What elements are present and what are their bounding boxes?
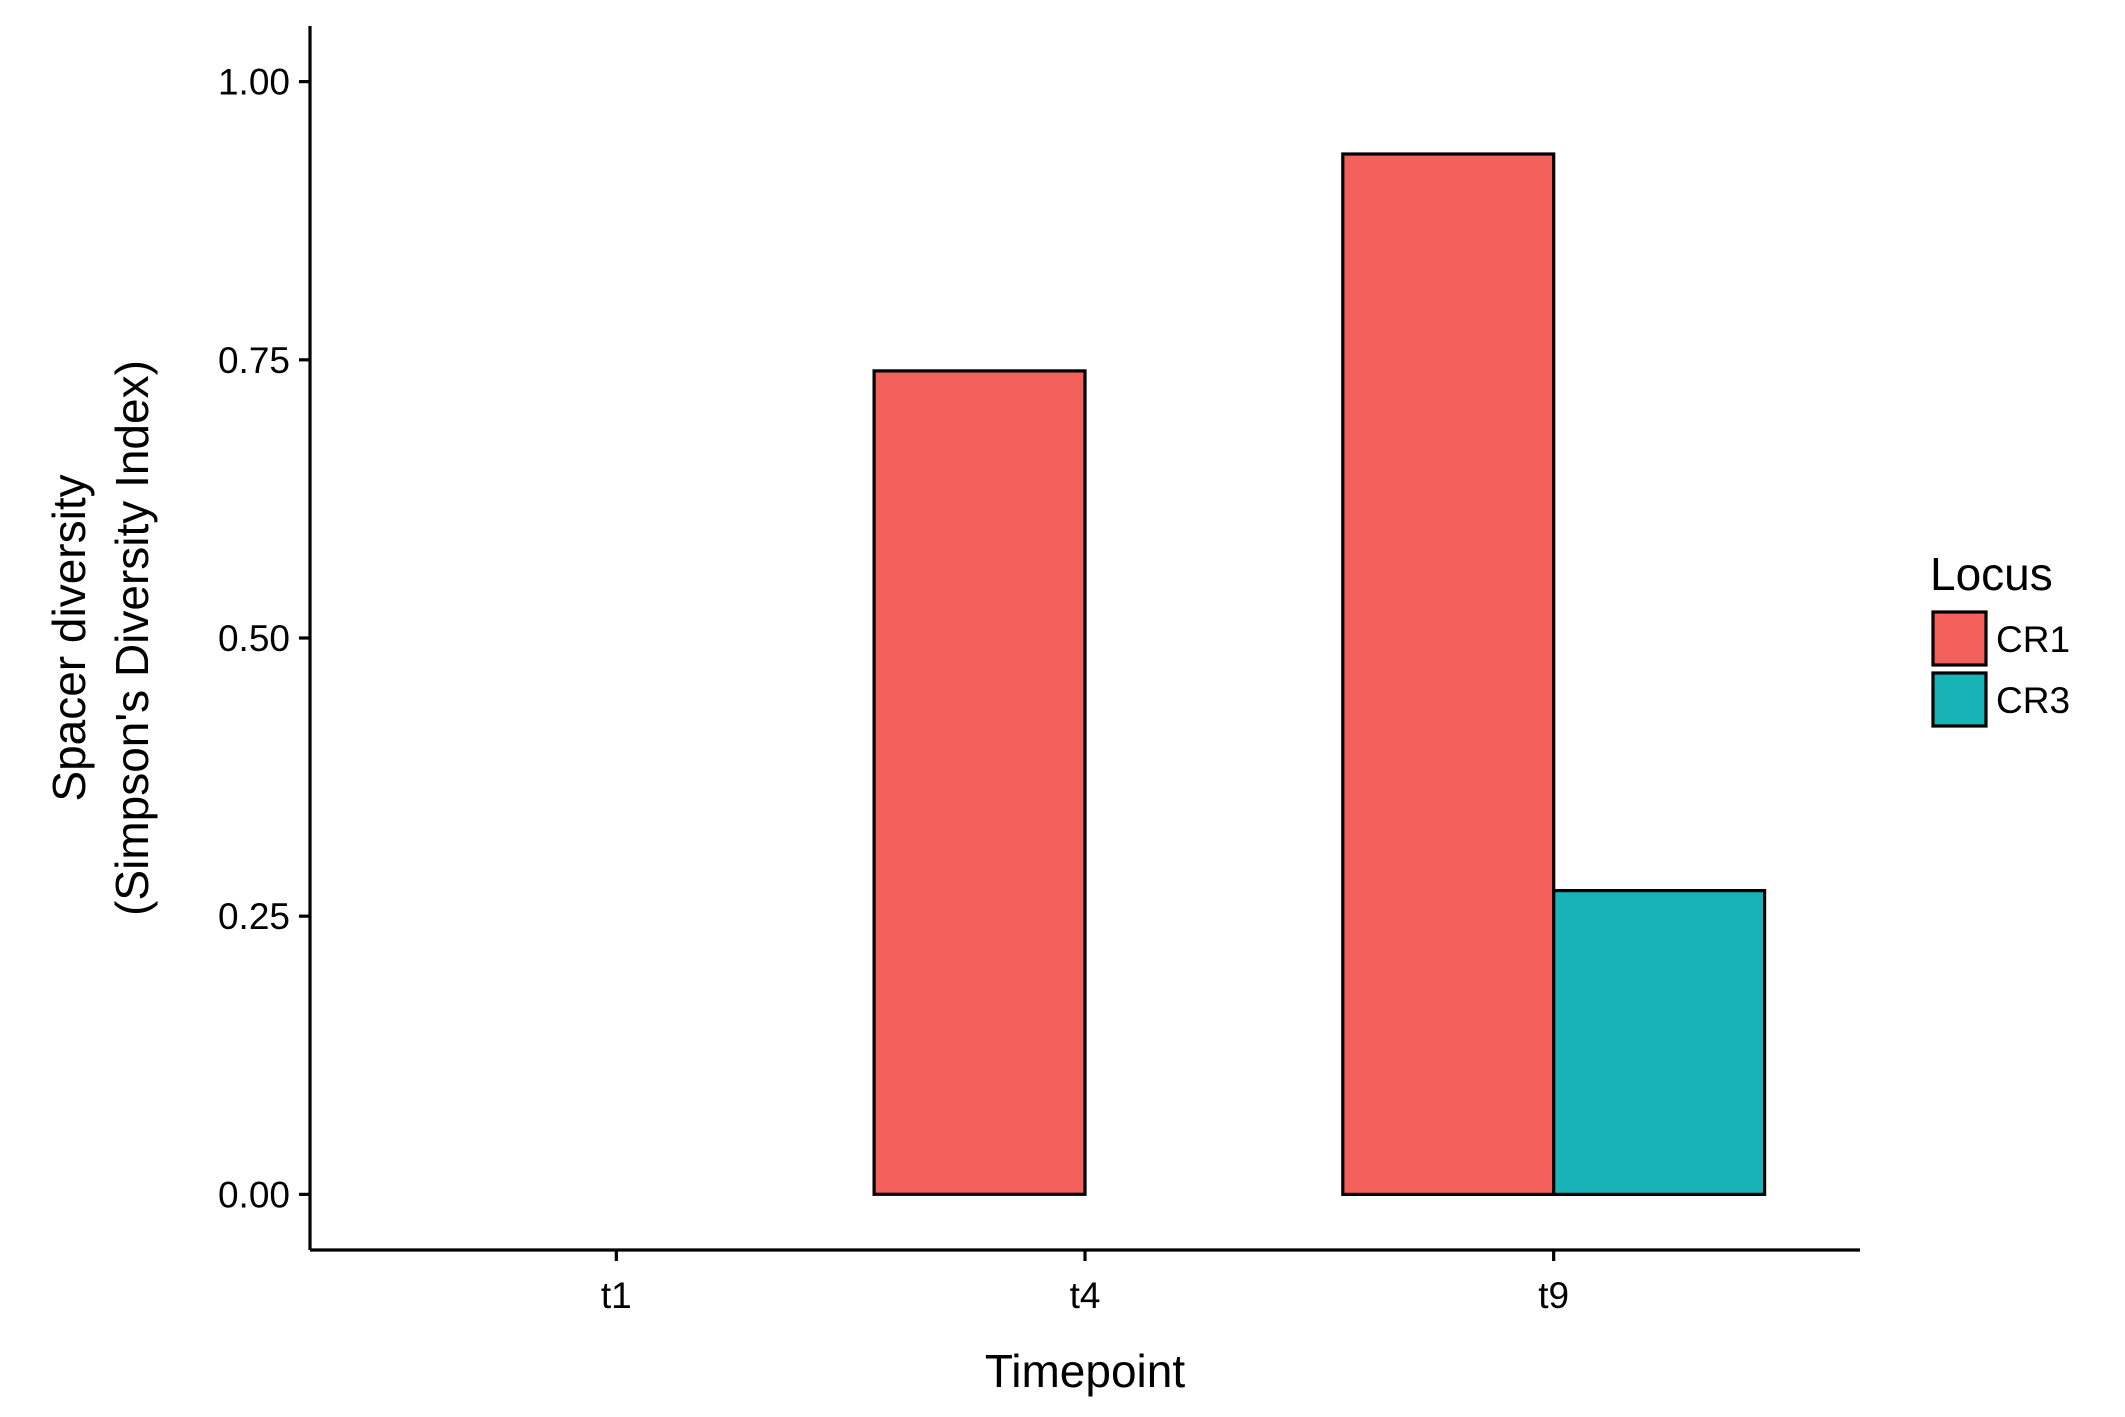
- y-tick-label: 1.00: [218, 62, 290, 103]
- y-tick-label: 0.50: [218, 618, 290, 659]
- legend-swatch-cr1: [1931, 610, 1988, 667]
- x-tick-label: t9: [1538, 1275, 1569, 1316]
- y-axis-title-line-1: Spacer diversity: [43, 474, 95, 801]
- bar-cr1-t4: [872, 369, 1087, 1196]
- x-axis-title: Timepoint: [985, 1345, 1185, 1397]
- y-tick-label: 0.25: [218, 896, 290, 937]
- bar-cr3-t9: [1552, 888, 1767, 1196]
- x-tick-label: t4: [1070, 1275, 1101, 1316]
- y-tick-label: 0.75: [218, 340, 290, 381]
- x-tick-label: t1: [601, 1275, 632, 1316]
- legend-label-cr1: CR1: [1996, 619, 2070, 660]
- y-axis-title-line-2: (Simpson's Diversity Index): [106, 360, 158, 916]
- y-axis: 0.00 0.25 0.50 0.75 1.00: [218, 62, 310, 1215]
- bar-cr1-t9: [1341, 152, 1556, 1197]
- legend-swatch-cr3: [1931, 671, 1988, 728]
- legend-label-cr3: CR3: [1996, 680, 2070, 721]
- legend-title: Locus: [1930, 548, 2053, 600]
- legend: Locus CR1 CR3: [1930, 548, 2070, 728]
- y-tick-label: 0.00: [218, 1174, 290, 1215]
- x-axis: t1 t4 t9: [601, 1250, 1569, 1316]
- plot-area: [872, 152, 1767, 1197]
- y-axis-title: Spacer diversity (Simpson's Diversity In…: [43, 360, 158, 916]
